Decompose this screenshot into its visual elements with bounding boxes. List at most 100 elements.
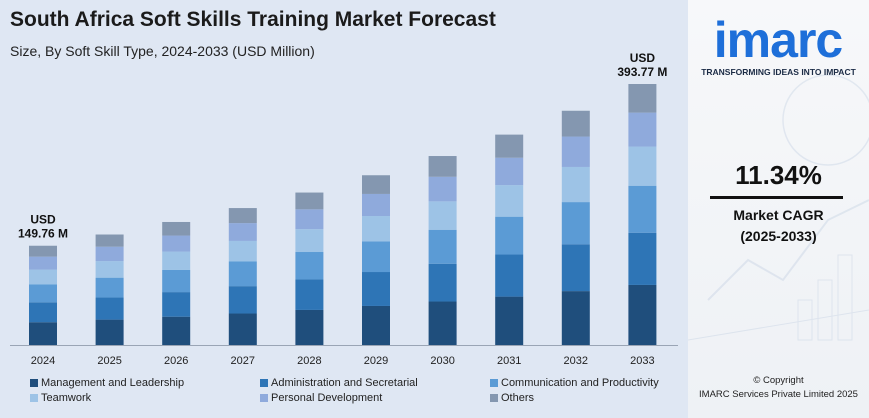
bar-segment-2027-5 bbox=[228, 223, 257, 241]
bar-segment-2031-4 bbox=[495, 185, 524, 217]
bar-segment-2026-2 bbox=[162, 292, 191, 317]
legend-item-1: Management and Leadership bbox=[30, 377, 260, 389]
legend-item-2: Administration and Secretarial bbox=[260, 377, 490, 389]
bar-segment-2031-1 bbox=[495, 296, 524, 345]
bar-segment-2027-1 bbox=[228, 313, 257, 345]
legend-swatch-6 bbox=[490, 394, 498, 402]
x-tick-label-2033: 2033 bbox=[630, 355, 654, 367]
bar-segment-2024-5 bbox=[29, 256, 57, 270]
legend-item-3: Communication and Productivity bbox=[490, 377, 680, 389]
x-tick-label-2026: 2026 bbox=[164, 355, 188, 367]
legend-swatch-3 bbox=[490, 379, 498, 387]
bar-segment-2025-1 bbox=[95, 319, 124, 345]
legend-item-5: Personal Development bbox=[260, 392, 490, 404]
legend-swatch-2 bbox=[260, 379, 268, 387]
chart-legend: Management and Leadership Administration … bbox=[30, 377, 680, 404]
legend-label-1: Management and Leadership bbox=[41, 377, 185, 389]
bar-segment-2029-4 bbox=[362, 216, 390, 242]
bar-segment-2033-4 bbox=[628, 146, 657, 186]
bar-segment-2025-5 bbox=[95, 246, 124, 262]
bar-segment-2031-2 bbox=[495, 254, 524, 297]
x-tick-label-2028: 2028 bbox=[297, 355, 321, 367]
data-label-prefix-2024: USD bbox=[30, 213, 56, 227]
data-label-value-2024: 149.76 M bbox=[18, 227, 68, 241]
bar-segment-2025-2 bbox=[95, 297, 124, 320]
bar-segment-2033-1 bbox=[628, 284, 657, 345]
bar-segment-2032-1 bbox=[561, 291, 590, 345]
x-tick-label-2031: 2031 bbox=[497, 355, 521, 367]
bar-segment-2026-6 bbox=[162, 221, 191, 236]
legend-label-5: Personal Development bbox=[271, 392, 383, 404]
bar-segment-2032-3 bbox=[561, 202, 590, 245]
bar-segment-2032-2 bbox=[561, 244, 590, 292]
bar-segment-2030-4 bbox=[428, 201, 457, 230]
bar-segment-2030-2 bbox=[428, 263, 457, 302]
bar-segment-2033-3 bbox=[628, 185, 657, 233]
legend-item-4: Teamwork bbox=[30, 392, 260, 404]
bar-segment-2026-5 bbox=[162, 235, 191, 252]
bar-segment-2028-6 bbox=[295, 192, 324, 210]
bar-segment-2027-2 bbox=[228, 286, 257, 314]
bar-segment-2031-3 bbox=[495, 216, 524, 255]
legend-label-3: Communication and Productivity bbox=[501, 377, 659, 389]
bar-segment-2033-2 bbox=[628, 232, 657, 285]
bar-segment-2030-3 bbox=[428, 229, 457, 264]
bar-segment-2025-4 bbox=[95, 261, 124, 278]
legend-swatch-4 bbox=[30, 394, 38, 402]
bar-segment-2025-3 bbox=[95, 277, 124, 298]
bar-segment-2030-1 bbox=[428, 301, 457, 345]
cagr-value: 11.34% bbox=[735, 160, 822, 190]
x-tick-label-2024: 2024 bbox=[31, 355, 55, 367]
stacked-bar-chart: 2024 2025 2026 2027 2028 2029 2030 2031 2032 2033… bbox=[10, 51, 678, 367]
x-tick-label-2030: 2030 bbox=[430, 355, 454, 367]
data-label-prefix-2033: USD bbox=[630, 51, 656, 65]
bar-segment-2028-4 bbox=[295, 229, 324, 253]
legend-label-2: Administration and Secretarial bbox=[271, 377, 418, 389]
bar-segment-2030-5 bbox=[428, 176, 457, 202]
bar-segment-2031-6 bbox=[495, 134, 524, 158]
bar-segment-2026-4 bbox=[162, 251, 191, 270]
bar-segment-2029-2 bbox=[362, 272, 390, 306]
logo-tagline: TRANSFORMING IDEAS INTO IMPACT bbox=[701, 67, 856, 77]
bar-segment-2027-6 bbox=[228, 208, 257, 224]
cagr-label: Market CAGR bbox=[733, 207, 824, 223]
bar-segment-2033-6 bbox=[628, 84, 657, 113]
legend-item-6: Others bbox=[490, 392, 680, 404]
data-label-value-2033: 393.77 M bbox=[617, 65, 667, 79]
x-tick-label-2029: 2029 bbox=[364, 355, 388, 367]
bar-segment-2029-6 bbox=[362, 175, 390, 194]
bar-segment-2029-5 bbox=[362, 193, 390, 217]
chart-title: South Africa Soft Skills Training Market… bbox=[10, 8, 496, 31]
legend-swatch-1 bbox=[30, 379, 38, 387]
bar-segment-2030-6 bbox=[428, 156, 457, 177]
bar-segment-2028-5 bbox=[295, 209, 324, 230]
bar-segment-2024-3 bbox=[29, 284, 57, 303]
cagr-period: (2025-2033) bbox=[740, 228, 817, 244]
bar-segment-2027-3 bbox=[228, 261, 257, 287]
copyright-notice: © Copyright bbox=[753, 375, 804, 386]
bar-segment-2033-5 bbox=[628, 112, 657, 147]
bar-segment-2032-6 bbox=[561, 110, 590, 137]
x-tick-label-2027: 2027 bbox=[231, 355, 255, 367]
x-tick-label-2032: 2032 bbox=[564, 355, 588, 367]
chart-panel: South Africa Soft Skills Training Market… bbox=[0, 0, 688, 418]
bar-segment-2029-1 bbox=[362, 305, 390, 345]
bar-segment-2026-1 bbox=[162, 316, 191, 345]
legend-swatch-5 bbox=[260, 394, 268, 402]
bar-segment-2027-4 bbox=[228, 240, 257, 262]
copyright-owner: IMARC Services Private Limited 2025 bbox=[699, 389, 858, 400]
bar-segment-2024-1 bbox=[29, 322, 57, 345]
bar-segment-2029-3 bbox=[362, 241, 390, 273]
bar-segment-2031-5 bbox=[495, 157, 524, 186]
bar-segment-2032-4 bbox=[561, 166, 590, 203]
bar-segment-2024-2 bbox=[29, 302, 57, 323]
bar-segment-2028-1 bbox=[295, 309, 324, 345]
x-tick-label-2025: 2025 bbox=[97, 355, 121, 367]
bar-segment-2028-2 bbox=[295, 279, 324, 310]
imarc-logo: imarc bbox=[713, 12, 843, 68]
legend-label-6: Others bbox=[501, 392, 535, 404]
bar-segment-2028-3 bbox=[295, 252, 324, 280]
bar-segment-2032-5 bbox=[561, 136, 590, 167]
background-decoration bbox=[688, 74, 869, 341]
chart-subtitle: Size, By Soft Skill Type, 2024-2033 (USD… bbox=[10, 43, 315, 59]
